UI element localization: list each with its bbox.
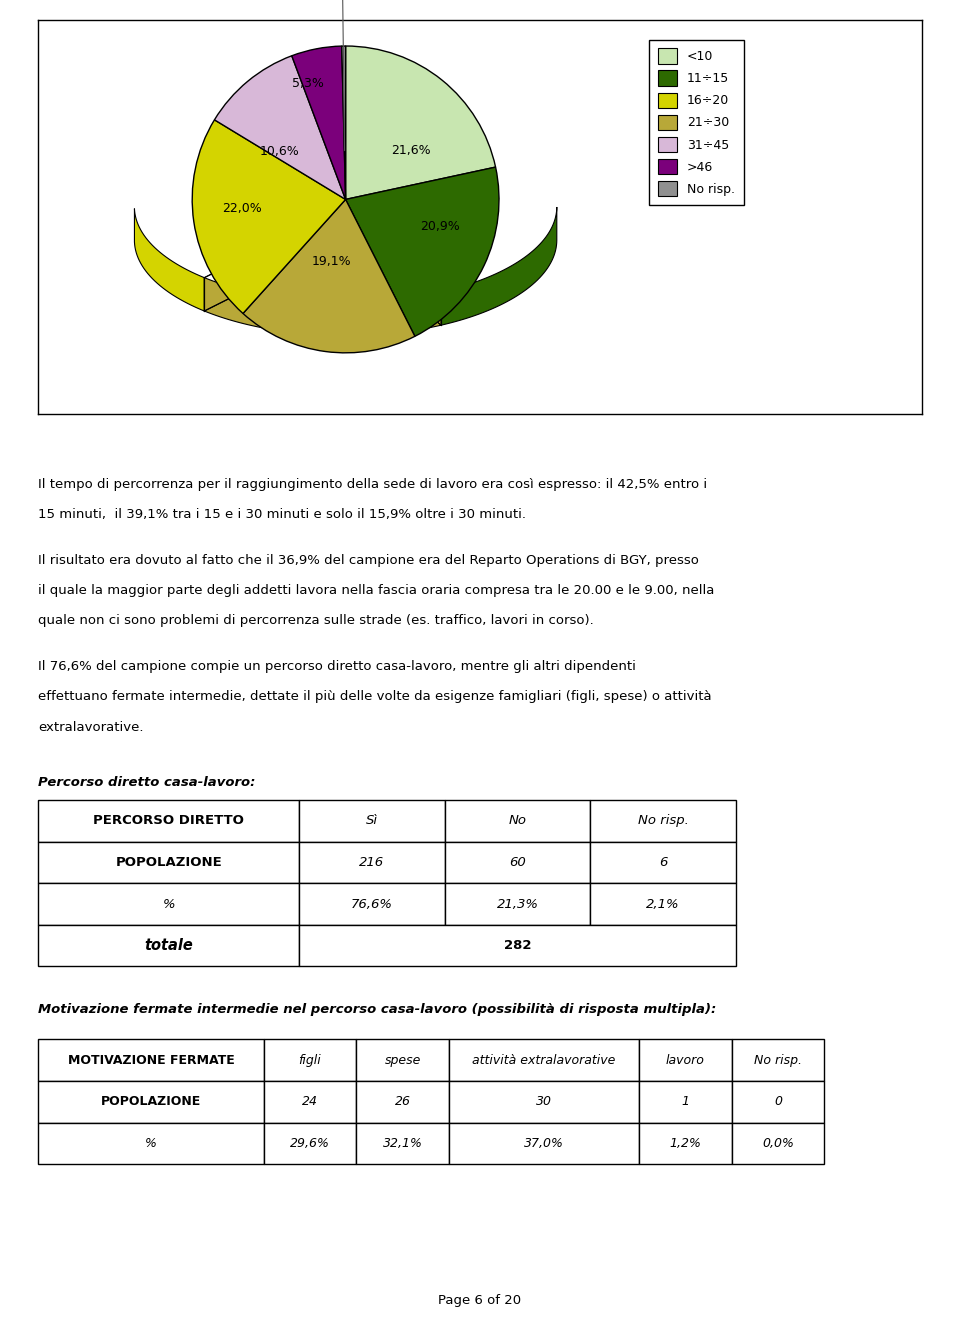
Bar bbox=[444, 883, 590, 924]
Bar bbox=[444, 842, 590, 883]
Wedge shape bbox=[243, 200, 415, 352]
Bar bbox=[299, 883, 444, 924]
Text: extralavorative.: extralavorative. bbox=[38, 720, 144, 734]
Text: totale: totale bbox=[144, 938, 193, 954]
Bar bbox=[639, 1039, 732, 1081]
Bar bbox=[38, 883, 299, 924]
Text: 22,0%: 22,0% bbox=[223, 201, 262, 215]
Text: spese: spese bbox=[385, 1054, 420, 1067]
Bar bbox=[299, 924, 736, 966]
Bar bbox=[732, 1039, 825, 1081]
Text: Motivazione fermate intermedie nel percorso casa-lavoro (possibilità di risposta: Motivazione fermate intermedie nel perco… bbox=[38, 1003, 717, 1017]
Text: POPOLAZIONE: POPOLAZIONE bbox=[101, 1095, 202, 1109]
Text: %: % bbox=[145, 1137, 156, 1150]
Bar bbox=[38, 842, 299, 883]
Bar bbox=[38, 1123, 264, 1165]
Text: 60: 60 bbox=[509, 856, 526, 868]
Text: No risp.: No risp. bbox=[637, 814, 688, 827]
Text: MOTIVAZIONE FERMATE: MOTIVAZIONE FERMATE bbox=[67, 1054, 234, 1067]
Text: POPOLAZIONE: POPOLAZIONE bbox=[115, 856, 222, 868]
Text: Il tempo di percorrenza per il raggiungimento della sede di lavoro era così espr: Il tempo di percorrenza per il raggiungi… bbox=[38, 478, 708, 491]
Text: 216: 216 bbox=[359, 856, 384, 868]
Wedge shape bbox=[342, 45, 346, 200]
Text: 32,1%: 32,1% bbox=[383, 1137, 422, 1150]
Bar bbox=[38, 924, 299, 966]
Text: 76,6%: 76,6% bbox=[350, 898, 393, 911]
Bar bbox=[449, 1039, 639, 1081]
Text: %: % bbox=[162, 898, 175, 911]
Text: 0: 0 bbox=[774, 1095, 782, 1109]
Bar bbox=[639, 1123, 732, 1165]
Polygon shape bbox=[441, 207, 557, 325]
Text: 37,0%: 37,0% bbox=[524, 1137, 564, 1150]
Bar bbox=[449, 1123, 639, 1165]
Bar bbox=[590, 883, 736, 924]
Bar bbox=[264, 1081, 356, 1123]
Text: PERCORSO DIRETTO: PERCORSO DIRETTO bbox=[93, 814, 244, 827]
Text: Percorso diretto casa-lavoro:: Percorso diretto casa-lavoro: bbox=[38, 775, 255, 788]
Text: lavoro: lavoro bbox=[666, 1054, 705, 1067]
Text: 0,0%: 0,0% bbox=[762, 1137, 794, 1150]
Bar bbox=[449, 1081, 639, 1123]
Bar bbox=[639, 1081, 732, 1123]
Text: 6: 6 bbox=[660, 856, 667, 868]
Text: 2,1%: 2,1% bbox=[646, 898, 680, 911]
Bar bbox=[264, 1123, 356, 1165]
Text: 1,2%: 1,2% bbox=[669, 1137, 702, 1150]
Polygon shape bbox=[204, 277, 441, 335]
Text: 30: 30 bbox=[536, 1095, 552, 1109]
Text: 19,1%: 19,1% bbox=[312, 255, 351, 268]
Wedge shape bbox=[346, 45, 495, 200]
Bar bbox=[444, 800, 590, 842]
Bar bbox=[732, 1081, 825, 1123]
Bar bbox=[356, 1081, 449, 1123]
Text: effettuano fermate intermedie, dettate il più delle volte da esigenze famigliari: effettuano fermate intermedie, dettate i… bbox=[38, 691, 712, 703]
Text: No: No bbox=[509, 814, 526, 827]
Bar bbox=[38, 1039, 264, 1081]
Wedge shape bbox=[292, 47, 346, 200]
Wedge shape bbox=[214, 56, 346, 200]
Text: attività extralavorative: attività extralavorative bbox=[472, 1054, 615, 1067]
Text: quale non ci sono problemi di percorrenza sulle strade (es. traffico, lavori in : quale non ci sono problemi di percorrenz… bbox=[38, 615, 594, 627]
Text: Il risultato era dovuto al fatto che il 36,9% del campione era del Reparto Opera: Il risultato era dovuto al fatto che il … bbox=[38, 554, 699, 567]
Bar bbox=[590, 800, 736, 842]
Bar bbox=[38, 800, 299, 842]
Wedge shape bbox=[192, 120, 346, 313]
Text: 21,6%: 21,6% bbox=[392, 144, 431, 157]
Text: 20,9%: 20,9% bbox=[420, 220, 460, 233]
Text: No risp.: No risp. bbox=[754, 1054, 802, 1067]
Bar bbox=[299, 842, 444, 883]
Text: 10,6%: 10,6% bbox=[259, 144, 299, 157]
Bar bbox=[732, 1123, 825, 1165]
Bar bbox=[38, 1081, 264, 1123]
Polygon shape bbox=[134, 208, 204, 311]
Wedge shape bbox=[346, 167, 499, 336]
Text: Sì: Sì bbox=[366, 814, 378, 827]
Bar bbox=[264, 1039, 356, 1081]
Text: Il 76,6% del campione compie un percorso diretto casa-lavoro, mentre gli altri d: Il 76,6% del campione compie un percorso… bbox=[38, 660, 636, 674]
Text: 1: 1 bbox=[682, 1095, 689, 1109]
Text: 0,4%: 0,4% bbox=[326, 0, 358, 151]
Text: 21,3%: 21,3% bbox=[496, 898, 539, 911]
Text: il quale la maggior parte degli addetti lavora nella fascia oraria compresa tra : il quale la maggior parte degli addetti … bbox=[38, 584, 715, 598]
Text: 15 minuti,  il 39,1% tra i 15 e i 30 minuti e solo il 15,9% oltre i 30 minuti.: 15 minuti, il 39,1% tra i 15 e i 30 minu… bbox=[38, 508, 526, 522]
Bar bbox=[356, 1039, 449, 1081]
Text: 29,6%: 29,6% bbox=[290, 1137, 330, 1150]
Text: 282: 282 bbox=[504, 939, 531, 952]
Text: Page 6 of 20: Page 6 of 20 bbox=[439, 1294, 521, 1307]
Legend: <10, 11÷15, 16÷20, 21÷30, 31÷45, >46, No risp.: <10, 11÷15, 16÷20, 21÷30, 31÷45, >46, No… bbox=[650, 40, 744, 205]
Text: 5,3%: 5,3% bbox=[292, 77, 324, 91]
Text: figli: figli bbox=[299, 1054, 322, 1067]
Bar bbox=[299, 800, 444, 842]
Text: 26: 26 bbox=[395, 1095, 411, 1109]
Bar bbox=[590, 842, 736, 883]
Bar bbox=[356, 1123, 449, 1165]
Text: 24: 24 bbox=[302, 1095, 318, 1109]
